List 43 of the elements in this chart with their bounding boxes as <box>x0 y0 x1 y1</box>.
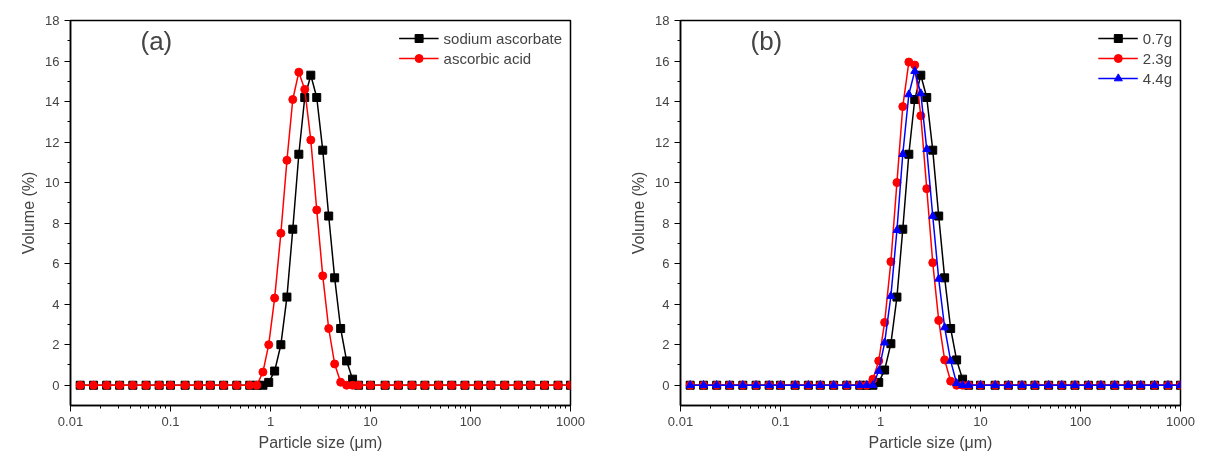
legend-label: ascorbic acid <box>443 49 532 67</box>
y-tick-label: 18 <box>45 13 60 28</box>
y-tick-label: 14 <box>655 94 670 110</box>
annotation: (a) <box>140 25 173 56</box>
y-axis-title: Volume (%) <box>20 171 38 255</box>
legend-label: sodium ascorbate <box>443 29 562 47</box>
y-tick-label: 12 <box>45 134 60 150</box>
x-tick-label: 0.1 <box>161 413 180 429</box>
y-axis-title: Volume (%) <box>630 171 648 255</box>
x-tick-label: 0.01 <box>57 413 84 429</box>
y-tick-label: 4 <box>52 296 60 312</box>
x-axis-title: Particle size (μm) <box>868 433 993 451</box>
x-tick-label: 100 <box>459 413 482 429</box>
legend-label: 2.3g <box>1142 49 1172 67</box>
x-tick-label: 1000 <box>556 413 585 429</box>
y-tick-label: 12 <box>655 134 670 150</box>
x-tick-label: 10 <box>973 413 988 429</box>
y-tick-label: 4 <box>662 296 670 312</box>
x-tick-label: 1 <box>266 413 275 429</box>
y-tick-label: 2 <box>662 337 670 353</box>
legend-label: 0.7g <box>1142 29 1172 47</box>
y-tick-label: 10 <box>655 175 670 191</box>
y-tick-label: 8 <box>52 215 60 231</box>
x-tick-label: 1 <box>876 413 885 429</box>
y-tick-label: 0 <box>52 377 60 393</box>
x-tick-label: 0.01 <box>667 413 694 429</box>
y-tick-label: 0 <box>662 377 670 393</box>
x-axis-title: Particle size (μm) <box>258 433 383 451</box>
y-tick-label: 10 <box>45 175 60 191</box>
y-tick-label: 16 <box>45 53 60 69</box>
y-tick-label: 8 <box>662 215 670 231</box>
y-tick-label: 16 <box>655 53 670 69</box>
y-tick-label: 6 <box>52 256 60 272</box>
x-tick-label: 100 <box>1069 413 1092 429</box>
y-tick-label: 18 <box>655 13 670 28</box>
x-tick-label: 1000 <box>1166 413 1195 429</box>
y-tick-label: 14 <box>45 94 60 110</box>
legend-label: 4.4g <box>1142 69 1172 87</box>
x-tick-label: 10 <box>363 413 378 429</box>
x-tick-label: 0.1 <box>771 413 790 429</box>
y-tick-label: 6 <box>662 256 670 272</box>
annotation: (b) <box>750 25 783 56</box>
y-tick-label: 2 <box>52 337 60 353</box>
